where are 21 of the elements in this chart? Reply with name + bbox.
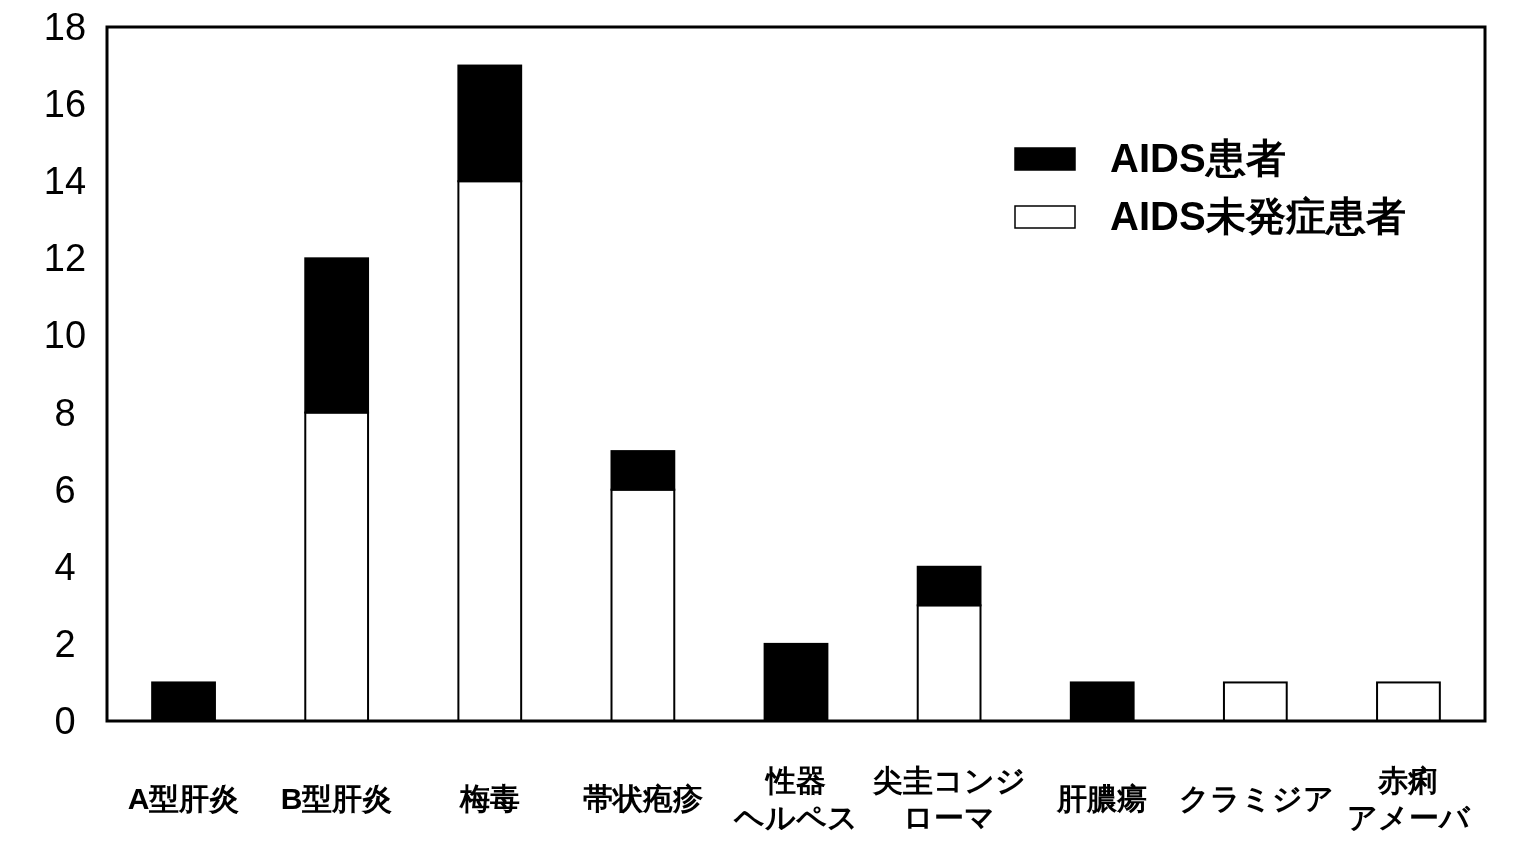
x-tick-label: 赤痢アメーバ [1345, 763, 1472, 836]
x-tick-label: クラミジア [1178, 781, 1334, 817]
x-tick-label: B型肝炎 [279, 781, 394, 817]
y-tick-label: 8 [54, 391, 76, 434]
x-tick-label: 尖圭コンジローマ [872, 763, 1026, 836]
y-tick-label: 0 [54, 700, 76, 742]
x-tick-label: 性器ヘルペス [732, 763, 859, 836]
y-tick-label: 18 [43, 6, 87, 48]
y-tick-label: 4 [54, 545, 76, 588]
y-tick-label: 12 [43, 237, 87, 280]
x-tick-label: 帯状疱疹 [581, 781, 704, 817]
y-tick-label: 14 [43, 160, 87, 203]
y-tick-label: 2 [54, 622, 76, 665]
x-tick-label: A型肝炎 [126, 781, 241, 817]
y-tick-label: 16 [43, 83, 87, 126]
legend-label: AIDS患者 [1110, 136, 1286, 180]
x-tick-label: 肝膿瘍 [1056, 781, 1149, 817]
legend-label: AIDS未発症患者 [1110, 194, 1406, 238]
y-tick-label: 6 [54, 468, 76, 511]
x-tick-label: 梅毒 [458, 781, 521, 817]
y-tick-label: 10 [43, 314, 87, 357]
